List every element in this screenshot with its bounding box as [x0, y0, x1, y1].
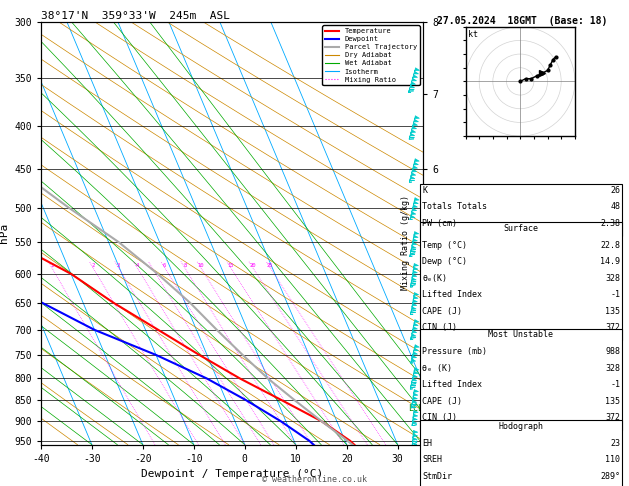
Text: Dewp (°C): Dewp (°C): [422, 257, 467, 266]
Text: CAPE (J): CAPE (J): [422, 307, 462, 316]
Text: Most Unstable: Most Unstable: [488, 330, 554, 340]
Text: 23: 23: [610, 439, 620, 448]
Text: StmDir: StmDir: [422, 472, 452, 481]
Text: 1: 1: [50, 263, 53, 268]
Text: Lifted Index: Lifted Index: [422, 380, 482, 389]
Text: PW (cm): PW (cm): [422, 219, 457, 228]
Text: Temp (°C): Temp (°C): [422, 241, 467, 250]
Text: 15: 15: [228, 263, 234, 268]
Text: 135: 135: [605, 307, 620, 316]
Text: SREH: SREH: [422, 455, 442, 465]
Text: -1: -1: [610, 290, 620, 299]
Text: 20: 20: [250, 263, 256, 268]
Y-axis label: km
ASL: km ASL: [446, 223, 464, 244]
Text: 328: 328: [605, 274, 620, 283]
Text: 372: 372: [605, 323, 620, 332]
Text: Totals Totals: Totals Totals: [422, 202, 487, 211]
Text: 48: 48: [610, 202, 620, 211]
Text: CIN (J): CIN (J): [422, 413, 457, 422]
Text: 988: 988: [605, 347, 620, 356]
Text: Pressure (mb): Pressure (mb): [422, 347, 487, 356]
Text: 38°17'N  359°33'W  245m  ASL: 38°17'N 359°33'W 245m ASL: [41, 11, 230, 21]
Text: 10: 10: [198, 263, 204, 268]
Text: LCL: LCL: [408, 403, 423, 413]
Text: 110: 110: [605, 455, 620, 465]
Text: Hodograph: Hodograph: [498, 422, 543, 432]
Text: 22.8: 22.8: [600, 241, 620, 250]
Text: K: K: [422, 186, 427, 195]
Text: CIN (J): CIN (J): [422, 323, 457, 332]
Text: 26: 26: [610, 186, 620, 195]
Text: 372: 372: [605, 413, 620, 422]
Text: 2.38: 2.38: [600, 219, 620, 228]
Text: 8: 8: [183, 263, 186, 268]
Text: 2: 2: [91, 263, 95, 268]
Text: 27.05.2024  18GMT  (Base: 18): 27.05.2024 18GMT (Base: 18): [437, 16, 607, 26]
Text: 328: 328: [605, 364, 620, 373]
Text: θₑ(K): θₑ(K): [422, 274, 447, 283]
X-axis label: Dewpoint / Temperature (°C): Dewpoint / Temperature (°C): [141, 469, 323, 479]
Text: 135: 135: [605, 397, 620, 406]
Text: θₑ (K): θₑ (K): [422, 364, 452, 373]
Text: CAPE (J): CAPE (J): [422, 397, 462, 406]
Text: Lifted Index: Lifted Index: [422, 290, 482, 299]
Text: 14.9: 14.9: [600, 257, 620, 266]
Legend: Temperature, Dewpoint, Parcel Trajectory, Dry Adiabat, Wet Adiabat, Isotherm, Mi: Temperature, Dewpoint, Parcel Trajectory…: [323, 25, 420, 86]
Text: 3: 3: [117, 263, 120, 268]
Text: © weatheronline.co.uk: © weatheronline.co.uk: [262, 474, 367, 484]
Text: kt: kt: [468, 30, 477, 39]
Text: Surface: Surface: [503, 224, 538, 233]
Text: EH: EH: [422, 439, 432, 448]
Text: 289°: 289°: [600, 472, 620, 481]
Text: -1: -1: [610, 380, 620, 389]
Text: 6: 6: [163, 263, 166, 268]
Text: Mixing Ratio (g/kg): Mixing Ratio (g/kg): [401, 195, 410, 291]
Text: 25: 25: [267, 263, 274, 268]
Y-axis label: hPa: hPa: [0, 223, 9, 243]
Text: 4: 4: [136, 263, 139, 268]
